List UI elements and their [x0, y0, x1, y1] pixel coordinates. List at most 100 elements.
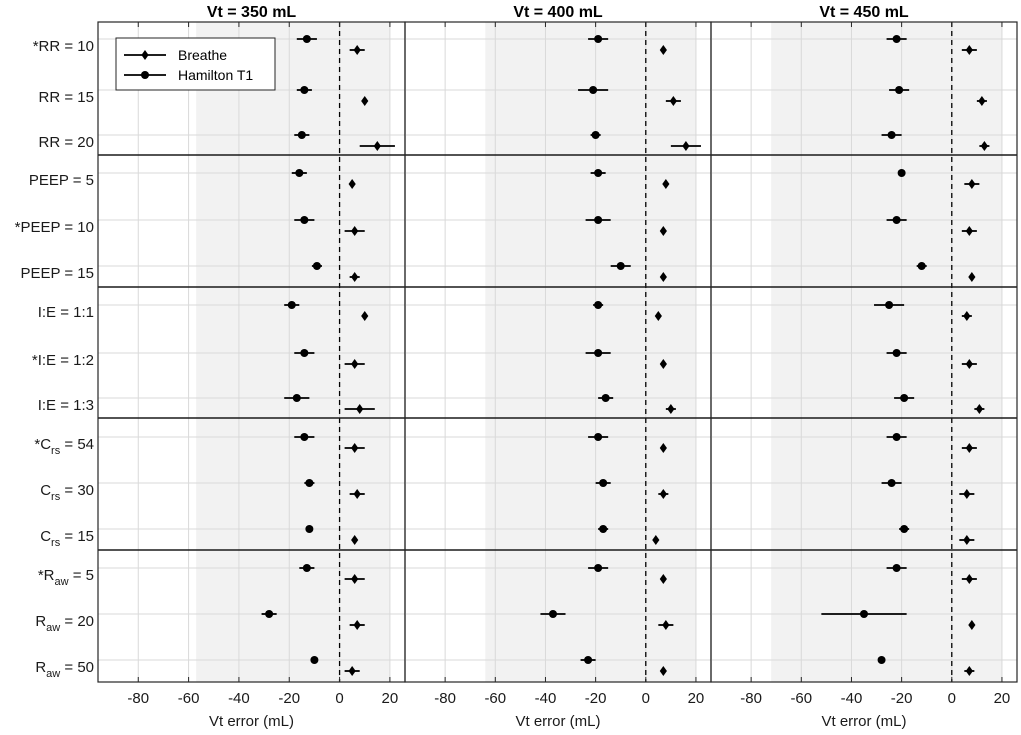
panel-title: Vt = 400 mL	[513, 4, 603, 21]
row-label: I:E = 1:3	[38, 397, 94, 414]
hamilton-point	[300, 349, 309, 357]
x-axis-label: Vt error (mL)	[515, 713, 600, 730]
breathe-point	[963, 535, 971, 545]
shaded-range	[771, 22, 1002, 682]
breathe-point	[353, 620, 361, 630]
hamilton-point	[885, 301, 894, 309]
breathe-point	[980, 141, 988, 151]
breathe-point	[353, 45, 361, 55]
breathe-point	[351, 272, 359, 282]
breathe-point	[351, 443, 359, 453]
hamilton-point	[300, 433, 309, 441]
breathe-point	[965, 574, 973, 584]
legend: Breathe Hamilton T1	[115, 37, 276, 91]
breathe-point	[965, 666, 973, 676]
hamilton-point	[594, 35, 603, 43]
hamilton-point	[594, 301, 603, 309]
hamilton-point	[594, 349, 603, 357]
legend-breathe-label: Breathe	[178, 47, 227, 63]
x-tick-label: -80	[740, 690, 762, 707]
x-tick-label: 0	[948, 690, 956, 707]
hamilton-point	[312, 262, 321, 270]
hamilton-point	[895, 86, 904, 94]
breathe-point	[963, 311, 971, 321]
row-label: Crs = 15	[40, 528, 94, 549]
x-axis-label: Vt error (mL)	[209, 713, 294, 730]
breathe-point	[965, 359, 973, 369]
breathe-point	[659, 45, 667, 55]
row-label: RR = 15	[39, 89, 94, 106]
x-tick-label: -60	[178, 690, 200, 707]
x-tick-label: 20	[688, 690, 705, 707]
hamilton-point	[860, 610, 868, 618]
breathe-point	[351, 359, 359, 369]
breathe-point	[361, 311, 369, 321]
breathe-point	[682, 141, 690, 151]
x-tick-label: -40	[535, 690, 557, 707]
row-label: *PEEP = 10	[15, 219, 94, 236]
hamilton-point	[900, 525, 909, 533]
hamilton-point	[594, 433, 603, 441]
row-label: Raw = 50	[35, 659, 94, 680]
panel-1: -80 -60 -40 -20 0 20 Vt error (mL) Vt = 350 mL	[97, 4, 406, 730]
x-tick-label: -60	[790, 690, 812, 707]
breathe-point	[659, 443, 667, 453]
hamilton-point	[616, 262, 625, 270]
x-tick-label: -80	[434, 690, 456, 707]
hamilton-point	[302, 35, 311, 43]
x-axis-label: Vt error (mL)	[821, 713, 906, 730]
breathe-point	[978, 96, 986, 106]
row-label: Crs = 30	[40, 482, 94, 503]
legend-box	[115, 37, 276, 91]
hamilton-point	[877, 656, 886, 664]
breathe-point	[659, 666, 667, 676]
row-label: *Raw = 5	[38, 567, 94, 588]
breathe-point	[652, 535, 660, 545]
row-label: PEEP = 5	[29, 172, 94, 189]
panel-title: Vt = 350 mL	[207, 4, 297, 21]
breathe-point	[968, 620, 976, 630]
x-tick-label: -20	[891, 690, 913, 707]
hamilton-point	[589, 86, 598, 94]
hamilton-point	[548, 610, 557, 618]
hamilton-point	[594, 564, 603, 572]
legend-hamilton-marker	[141, 71, 149, 79]
hamilton-point	[594, 216, 603, 224]
legend-hamilton-label: Hamilton T1	[178, 67, 253, 83]
hamilton-point	[265, 610, 274, 618]
hamilton-point	[599, 525, 608, 533]
breathe-point	[353, 489, 361, 499]
breathe-point	[965, 45, 973, 55]
breathe-point	[659, 359, 667, 369]
hamilton-point	[892, 433, 901, 441]
shaded-range	[485, 22, 696, 682]
panel-2: -80 -60 -40 -20 0 20 Vt error (mL) Vt = 400 mL	[404, 4, 712, 730]
breathe-point	[975, 404, 983, 414]
x-tick-label: -60	[484, 690, 506, 707]
x-tick-label: 0	[642, 690, 650, 707]
row-label: I:E = 1:1	[38, 304, 94, 321]
row-label: *Crs = 54	[34, 436, 94, 457]
hamilton-point	[287, 301, 296, 309]
shaded-range	[196, 22, 390, 682]
hamilton-point	[892, 564, 901, 572]
breathe-point	[351, 535, 359, 545]
breathe-point	[662, 179, 670, 189]
hamilton-point	[302, 564, 311, 572]
breathe-point	[356, 404, 364, 414]
breathe-point	[348, 666, 356, 676]
hamilton-point	[601, 394, 610, 402]
breathe-point	[654, 311, 662, 321]
x-tick-label: 20	[382, 690, 399, 707]
hamilton-point	[887, 131, 896, 139]
hamilton-point	[892, 349, 901, 357]
x-tick-label: -20	[278, 690, 300, 707]
breathe-point	[348, 179, 356, 189]
breathe-point	[659, 574, 667, 584]
panel-3: -80 -60 -40 -20 0 20 Vt error (mL) Vt = 450 mL	[710, 4, 1018, 730]
breathe-point	[965, 443, 973, 453]
breathe-point	[669, 96, 677, 106]
x-tick-label: -40	[841, 690, 863, 707]
hamilton-point	[599, 479, 608, 487]
